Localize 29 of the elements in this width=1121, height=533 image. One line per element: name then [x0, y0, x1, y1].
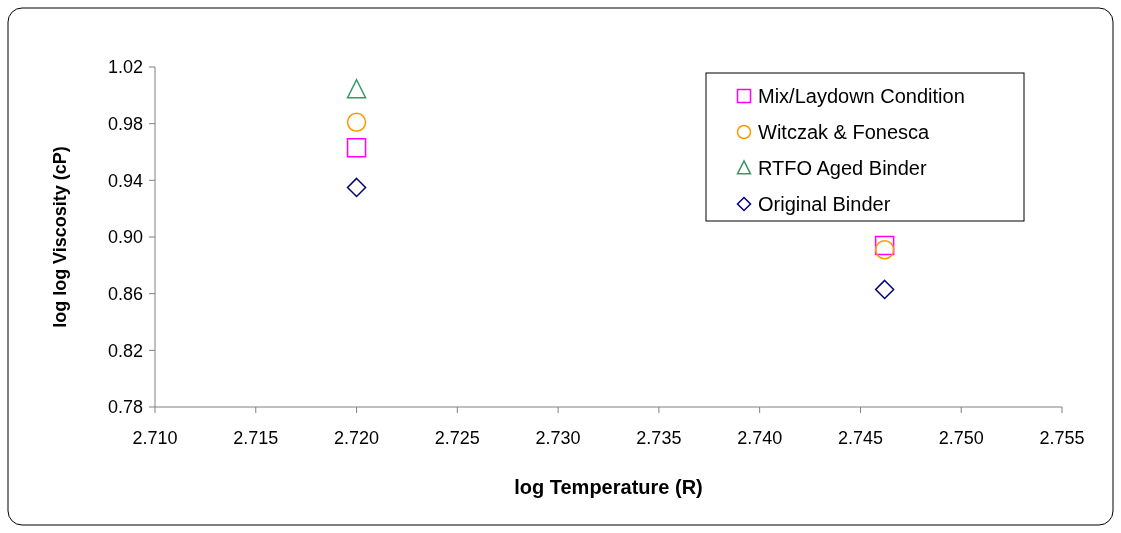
x-tick-label: 2.740 [737, 428, 783, 448]
y-tick-label: 0.78 [107, 397, 143, 418]
legend-label: Mix/Laydown Condition [758, 85, 965, 107]
y-tick-label: 0.82 [107, 340, 143, 361]
x-tick-label: 2.725 [434, 428, 480, 448]
x-axis-title: log Temperature (R) [514, 476, 703, 498]
legend-label: Witczak & Fonesca [758, 121, 931, 143]
y-tick-label: 0.86 [107, 283, 143, 304]
x-tick-label: 2.715 [233, 428, 279, 448]
point [874, 240, 895, 260]
legend-label: Original Binder [758, 193, 891, 215]
point [346, 112, 367, 132]
x-tick-label: 2.720 [334, 428, 380, 448]
y-tick-label: 0.90 [107, 227, 143, 248]
x-tick-label: 2.710 [132, 428, 178, 448]
x-tick-label: 2.750 [938, 428, 984, 448]
y-tick-label: 1.02 [107, 57, 143, 78]
y-tick-label: 0.98 [107, 113, 143, 134]
y-axis-title: log log Viscosity (cP) [50, 146, 70, 328]
point [346, 79, 367, 99]
point [346, 177, 367, 198]
legend-label: RTFO Aged Binder [758, 157, 927, 179]
x-tick-label: 2.755 [1039, 428, 1085, 448]
y-tick-label: 0.94 [107, 170, 143, 191]
x-tick-label: 2.735 [636, 428, 682, 448]
x-tick-label: 2.745 [837, 428, 883, 448]
x-tick-label: 2.730 [535, 428, 581, 448]
point [346, 138, 367, 158]
point [874, 279, 895, 300]
